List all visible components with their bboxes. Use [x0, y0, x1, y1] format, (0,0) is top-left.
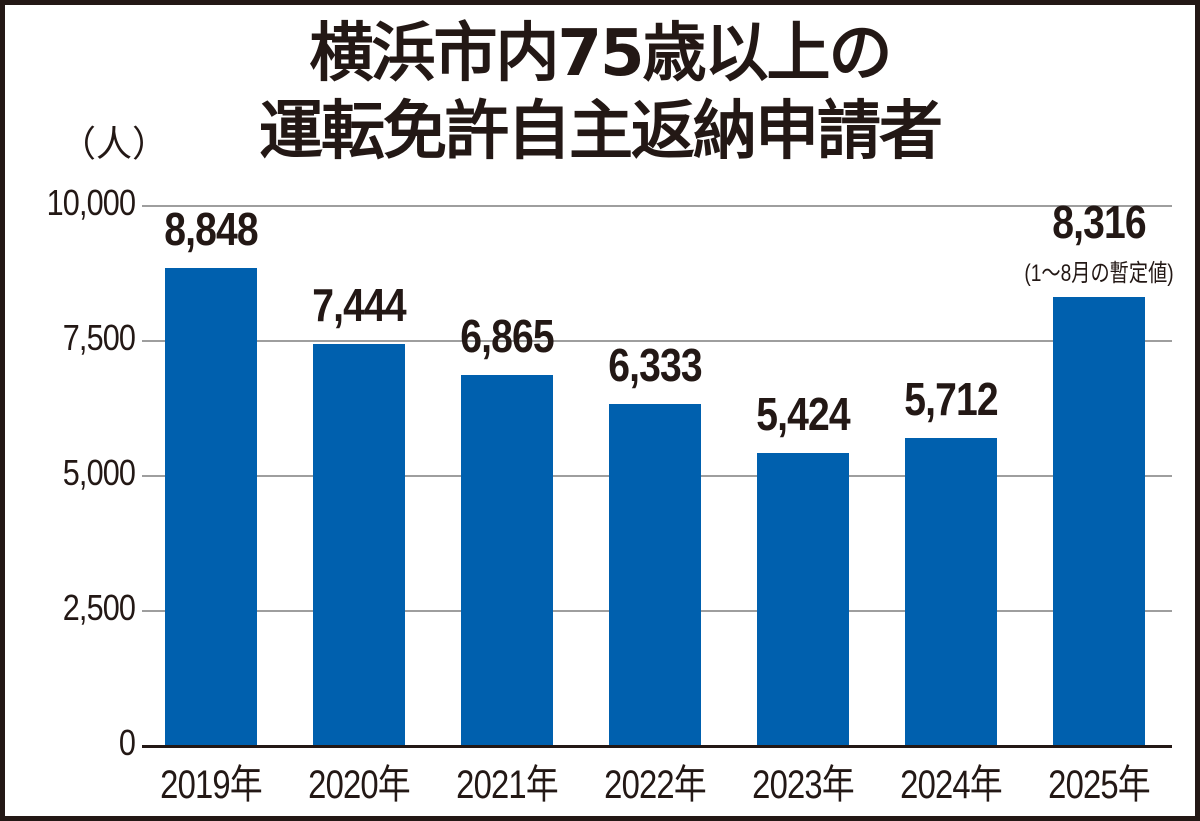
x-tick-label: 2021年	[456, 763, 558, 807]
bar-2024	[905, 437, 997, 746]
chart-title-line-1: 横浜市内75歳以上の	[309, 17, 892, 91]
gridline	[142, 205, 1172, 207]
bar-2021	[461, 375, 553, 746]
x-tick-label: 2024年	[900, 763, 1002, 807]
value-label: 5,712	[904, 372, 998, 425]
value-label: 5,424	[756, 388, 850, 441]
value-label: 6,333	[608, 339, 702, 392]
gridline	[142, 340, 1172, 342]
bar-2019	[165, 268, 257, 746]
bar-2022	[609, 404, 701, 746]
value-label: 8,848	[164, 203, 258, 256]
y-tick-label: 0	[118, 722, 136, 763]
provisional-note: (1〜8月の暫定値)	[1024, 259, 1174, 287]
value-label: 7,444	[312, 279, 406, 332]
bar-2023	[757, 453, 849, 746]
y-tick-label: 10,000	[46, 182, 136, 223]
value-label: 8,316	[1052, 195, 1146, 248]
x-tick-label: 2019年	[160, 763, 262, 807]
bar-2020	[313, 344, 405, 746]
bar-2025	[1053, 296, 1145, 746]
y-tick-label: 5,000	[62, 452, 136, 493]
chart-title-line-2: 運転免許自主返納申請者	[259, 95, 943, 169]
x-tick-label: 2020年	[308, 763, 410, 807]
y-tick-label: 2,500	[62, 587, 136, 628]
y-tick-label: 7,500	[62, 317, 136, 358]
x-tick-label: 2022年	[604, 763, 706, 807]
x-tick-label: 2025年	[1048, 763, 1150, 807]
x-axis-baseline	[142, 745, 1172, 748]
x-tick-label: 2023年	[752, 763, 854, 807]
value-label: 6,865	[460, 310, 554, 363]
y-axis-unit-label: （人）	[60, 123, 169, 164]
